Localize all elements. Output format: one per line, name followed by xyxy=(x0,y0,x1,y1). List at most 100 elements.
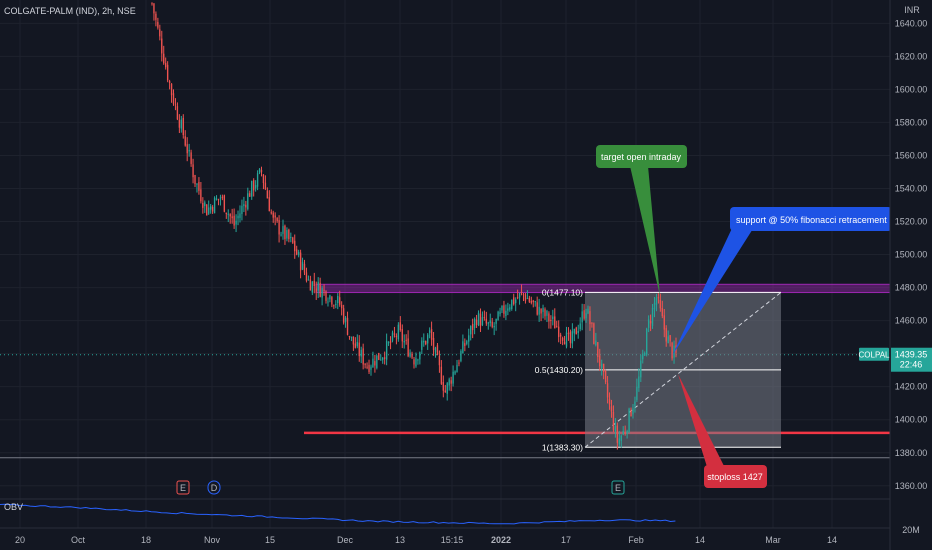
candle-body xyxy=(655,297,658,305)
last-price-badge xyxy=(891,347,932,372)
candle-body xyxy=(204,202,206,207)
candle-body xyxy=(192,164,194,178)
candle-body xyxy=(647,319,650,328)
candle-body xyxy=(456,364,458,373)
candle-body xyxy=(552,316,554,320)
candle-body xyxy=(413,359,415,365)
candle-body xyxy=(153,3,155,14)
candle-body xyxy=(211,206,214,212)
candle-body xyxy=(620,435,622,441)
candle-body xyxy=(258,168,261,173)
grid xyxy=(0,0,890,528)
price-axis[interactable]: INR 1640.00 1620.00 1600.00 1580.00 1560.00 15… xyxy=(859,0,932,550)
candle-body xyxy=(245,204,247,208)
candle-body xyxy=(151,3,153,5)
candle-body xyxy=(659,300,662,309)
candle-body xyxy=(317,281,319,291)
candle-body xyxy=(348,335,351,337)
candle-body xyxy=(544,309,546,317)
candle-body xyxy=(485,318,488,324)
candle-body xyxy=(186,144,188,154)
candle-body xyxy=(219,197,222,199)
candle-body xyxy=(493,325,495,328)
candle-body xyxy=(513,297,515,305)
candle-body xyxy=(407,338,409,357)
candle-body xyxy=(444,390,446,393)
candle-body xyxy=(644,352,646,356)
candle-body xyxy=(514,299,517,304)
support-callout[interactable] xyxy=(730,207,892,231)
candle-body xyxy=(532,300,534,303)
candle-body xyxy=(618,438,620,445)
candle-body xyxy=(546,311,548,316)
target-callout[interactable] xyxy=(596,145,687,168)
fibonacci-retracement[interactable]: 0(1477.10) 0.5(1430.20) 1(1383.30) xyxy=(535,287,782,452)
candle-body xyxy=(227,213,229,215)
candle-body xyxy=(344,317,347,322)
candle-body xyxy=(505,310,507,317)
candle-body xyxy=(428,330,431,333)
candle-body xyxy=(481,317,484,325)
candle-body xyxy=(628,408,630,433)
candle-body xyxy=(477,312,480,325)
time-axis[interactable]: 20 Oct 18 Nov 15 Dec 13 15:15 2022 17 Feb 14 Mar 14 xyxy=(15,535,837,545)
candle-body xyxy=(511,299,513,310)
candle-body xyxy=(661,308,663,317)
candle-body xyxy=(208,207,210,214)
time-tick-label: 18 xyxy=(141,535,151,545)
event-marker-icon[interactable] xyxy=(207,480,221,495)
candle-body xyxy=(667,336,669,344)
candle-body xyxy=(266,190,269,199)
price-tick-label: 1500.00 xyxy=(895,250,928,260)
candle-body xyxy=(524,294,527,301)
candle-body xyxy=(464,343,466,346)
candle-body xyxy=(522,293,525,295)
candle-body xyxy=(170,83,173,96)
candle-body xyxy=(640,360,642,378)
candle-body xyxy=(401,329,403,342)
candle-body xyxy=(340,305,343,309)
candle-body xyxy=(616,425,619,443)
price-tick-label: 1540.00 xyxy=(895,183,928,193)
candle-body xyxy=(530,300,532,303)
candle-body xyxy=(391,332,394,341)
candle-body xyxy=(448,379,450,386)
candle-body xyxy=(194,174,196,185)
price-tick-label: 1520.00 xyxy=(895,217,928,227)
candle-body xyxy=(278,220,280,235)
event-marker-icon[interactable] xyxy=(611,480,625,495)
candle-body xyxy=(411,353,413,358)
candle-body xyxy=(507,308,509,311)
candle-body xyxy=(272,212,274,218)
candle-body xyxy=(554,316,556,329)
candle-body xyxy=(475,319,478,326)
price-tick-label: 1360.00 xyxy=(895,481,928,491)
event-marker-icon[interactable] xyxy=(176,480,190,495)
candle-body xyxy=(518,293,521,298)
time-tick-label: Dec xyxy=(337,535,354,545)
candle-body xyxy=(184,136,186,146)
time-tick-label: 17 xyxy=(561,535,571,545)
candle-body xyxy=(450,380,452,384)
candle-body xyxy=(166,64,169,81)
candle-body xyxy=(497,311,499,321)
candle-body xyxy=(260,169,263,173)
time-tick-label: 14 xyxy=(827,535,837,545)
candle-body xyxy=(573,328,576,334)
stoploss-callout[interactable] xyxy=(704,465,767,488)
candle-body xyxy=(645,328,648,355)
candle-body xyxy=(526,298,529,300)
candle-body xyxy=(342,308,345,323)
candle-body xyxy=(307,279,310,281)
candle-body xyxy=(354,343,357,348)
candle-body xyxy=(454,371,456,374)
candle-body xyxy=(168,81,171,83)
time-tick-label: 15:15 xyxy=(441,535,464,545)
candle-body xyxy=(299,252,302,271)
candle-body xyxy=(421,340,423,350)
annotations[interactable]: target open intraday support @ 50% fibona… xyxy=(596,145,901,488)
price-tick-label: 1480.00 xyxy=(895,283,928,293)
